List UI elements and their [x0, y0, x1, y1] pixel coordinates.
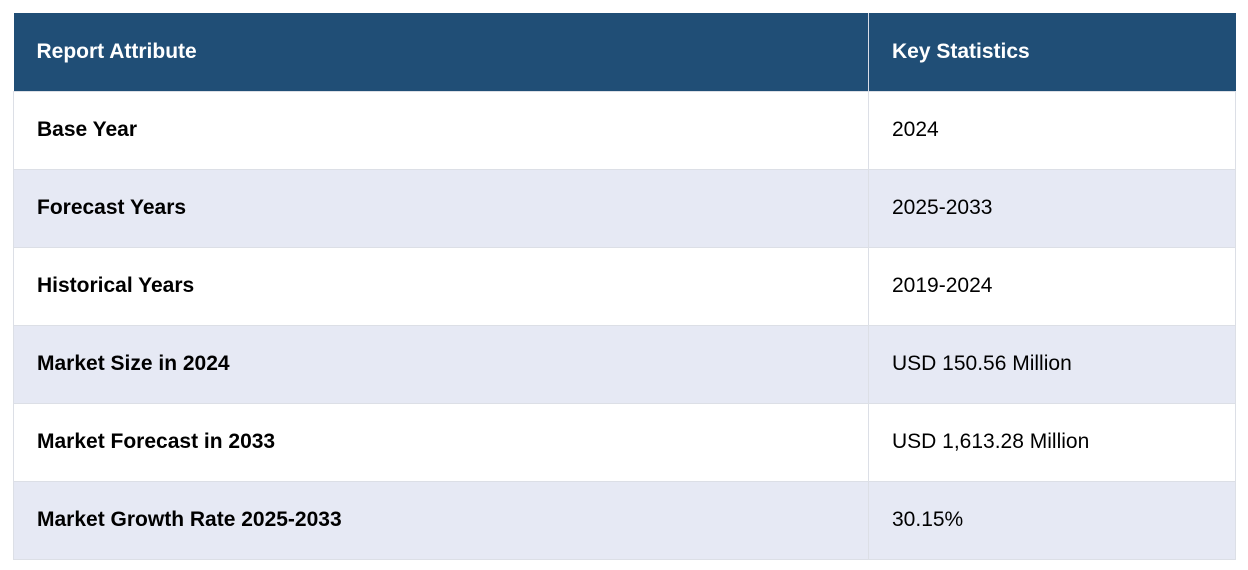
table-row: Historical Years 2019-2024	[13, 246, 1236, 326]
value-cell: 2019-2024	[868, 246, 1236, 326]
table-header: Report Attribute Key Statistics	[13, 13, 1236, 91]
attribute-cell: Market Size in 2024	[13, 324, 869, 404]
table-row: Market Growth Rate 2025-2033 30.15%	[13, 480, 1236, 560]
report-attributes-table: Report Attribute Key Statistics Base Yea…	[13, 13, 1236, 560]
attribute-cell: Forecast Years	[13, 168, 869, 248]
value-cell: USD 150.56 Million	[868, 324, 1236, 404]
report-table-container: Report Attribute Key Statistics Base Yea…	[13, 13, 1236, 560]
attribute-cell: Base Year	[13, 90, 869, 170]
column-header-attribute: Report Attribute	[13, 13, 869, 91]
table-row: Market Size in 2024 USD 150.56 Million	[13, 324, 1236, 404]
value-cell: 30.15%	[868, 480, 1236, 560]
table-row: Market Forecast in 2033 USD 1,613.28 Mil…	[13, 402, 1236, 482]
column-header-statistics: Key Statistics	[868, 13, 1236, 91]
attribute-cell: Market Growth Rate 2025-2033	[13, 480, 869, 560]
table-body: Base Year 2024 Forecast Years 2025-2033 …	[13, 90, 1236, 560]
attribute-cell: Historical Years	[13, 246, 869, 326]
attribute-cell: Market Forecast in 2033	[13, 402, 869, 482]
value-cell: 2024	[868, 90, 1236, 170]
table-row: Forecast Years 2025-2033	[13, 168, 1236, 248]
table-header-row: Report Attribute Key Statistics	[13, 13, 1236, 91]
value-cell: USD 1,613.28 Million	[868, 402, 1236, 482]
table-row: Base Year 2024	[13, 90, 1236, 170]
value-cell: 2025-2033	[868, 168, 1236, 248]
